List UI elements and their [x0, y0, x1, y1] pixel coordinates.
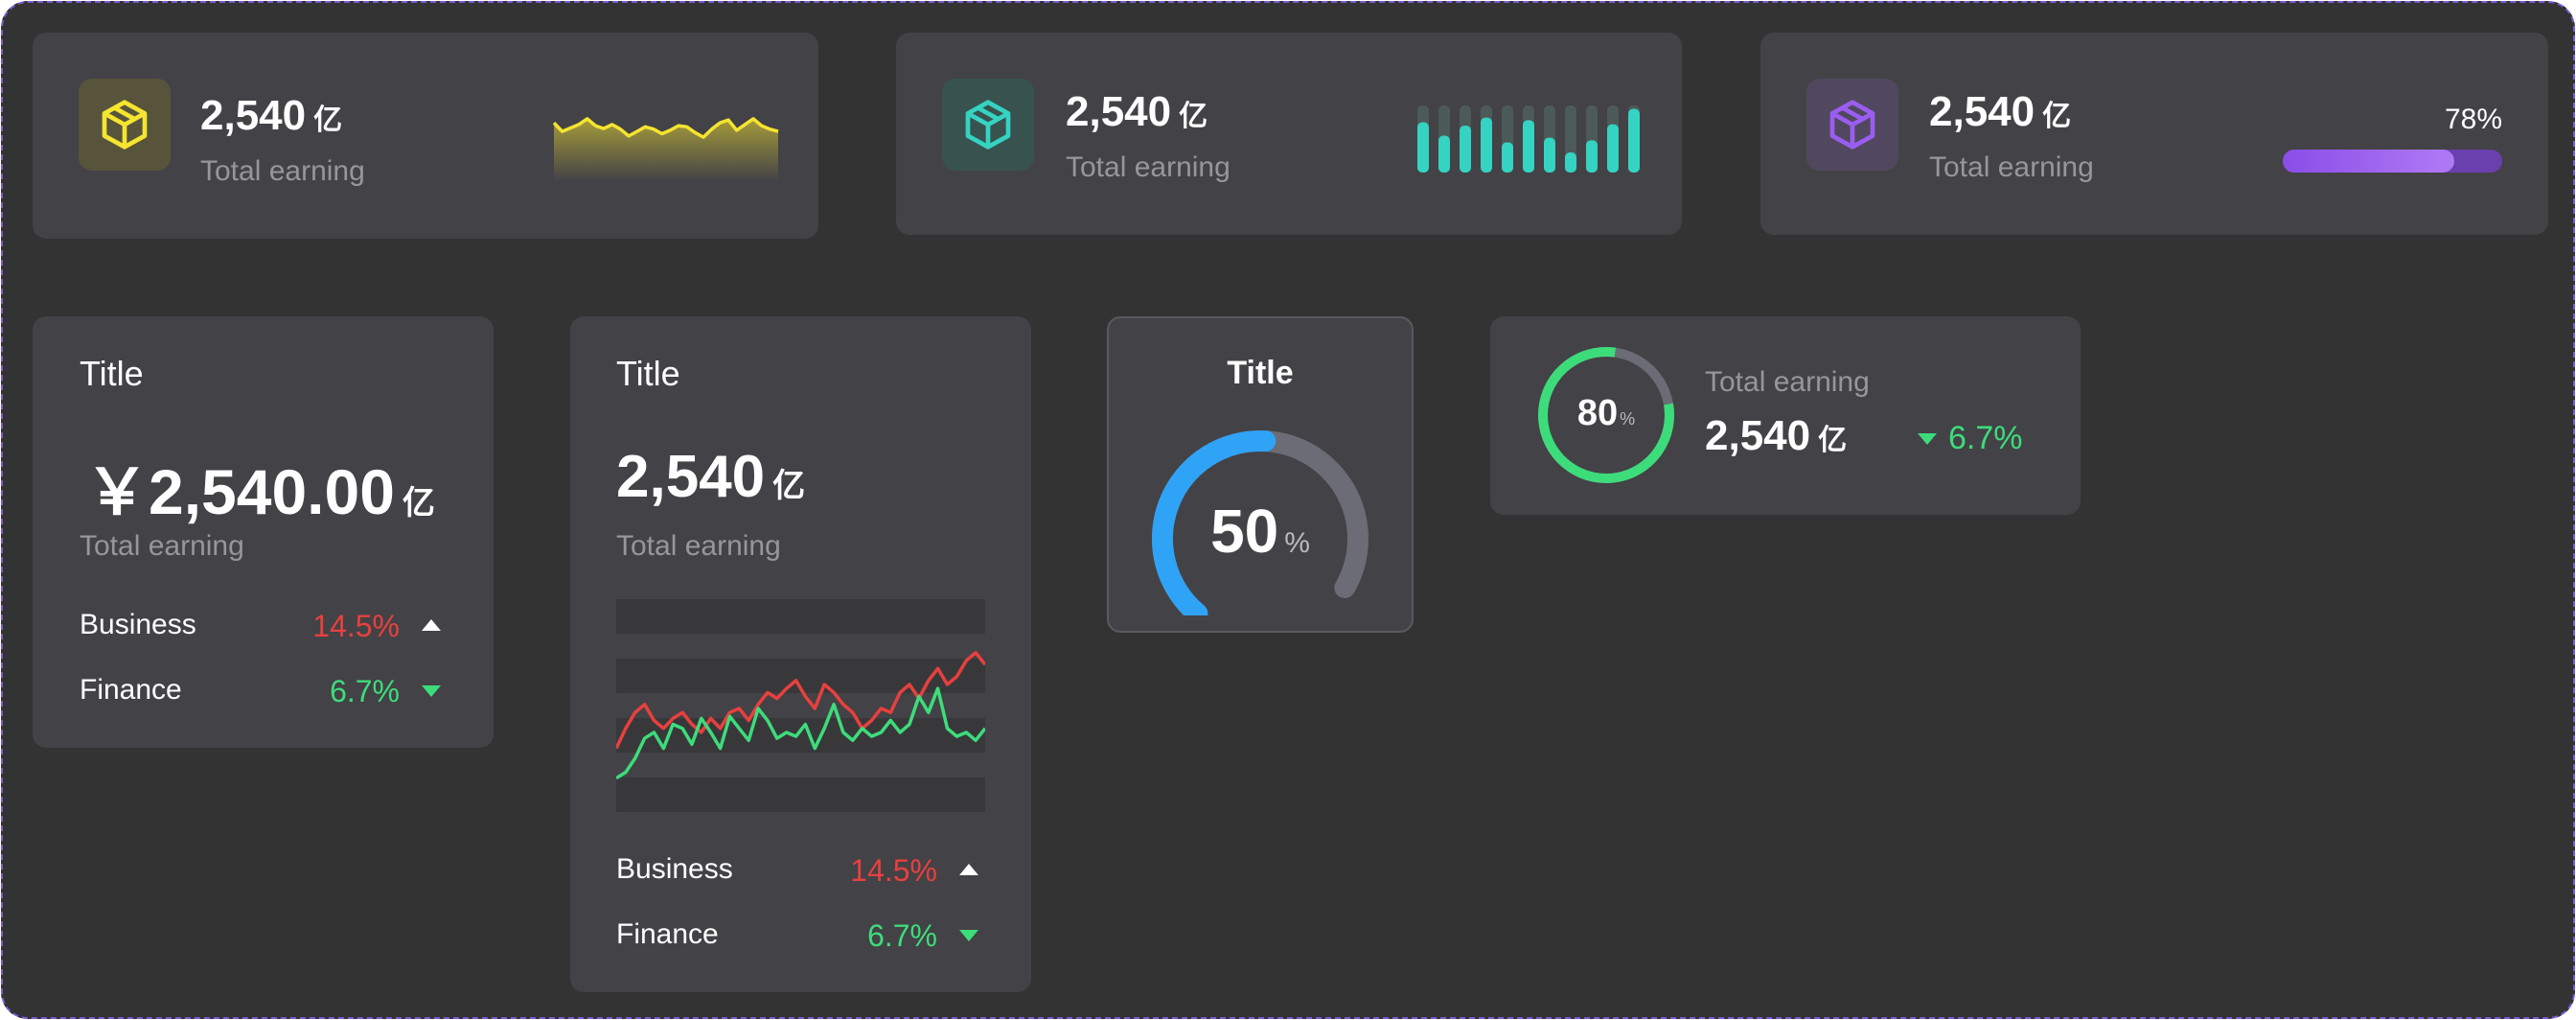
stat-value: 2,540 亿 [1066, 88, 1208, 135]
gauge-value: 50% [1210, 497, 1310, 566]
row-finance-label: Finance [80, 674, 182, 706]
chart-card-value: 2,540 亿 [616, 444, 806, 510]
row-finance-pct: 6.7% [867, 918, 937, 953]
gauge-fill [1151, 430, 1276, 615]
series-line-0 [616, 651, 985, 750]
box-icon-tile [942, 79, 1034, 171]
chart-card-unit: 亿 [772, 468, 806, 504]
sparkline-chart [553, 117, 779, 181]
summary-card[interactable]: Title ￥2,540.00 亿 Total earning Business … [33, 316, 494, 748]
series-line-1 [616, 686, 985, 780]
gauge-unit: % [1284, 527, 1310, 559]
ring-card[interactable]: 80% Total earning 2,540 亿 6.7% [1490, 316, 2081, 515]
progress-fill [2283, 150, 2454, 173]
ring-value: 80% [1576, 393, 1636, 433]
stat-label: Total earning [200, 155, 365, 187]
mini-bar [1628, 108, 1640, 173]
mini-bar [1417, 122, 1429, 173]
stat-unit: 亿 [1179, 101, 1208, 132]
mini-bar [1544, 137, 1555, 173]
ring-chart [1538, 347, 1674, 483]
row-finance-pct: 6.7% [330, 674, 400, 708]
trend-down-icon [422, 685, 441, 697]
stat-card-bars[interactable]: 2,540 亿 Total earning [896, 33, 1682, 235]
stat-value: 2,540 亿 [200, 92, 343, 139]
gauge-card[interactable]: Title 50% [1107, 316, 1414, 633]
card-title: Title [1227, 355, 1294, 391]
ring-unit: % [1620, 409, 1636, 429]
summary-amount: ￥2,540.00 亿 [85, 456, 435, 527]
mini-bar [1460, 126, 1471, 173]
gauge-chart [1151, 430, 1368, 615]
mini-bar [1502, 142, 1513, 173]
summary-unit: 亿 [402, 485, 435, 522]
box-icon [965, 100, 1011, 150]
row-business-pct: 14.5% [312, 609, 400, 643]
ring-amount: 2,540 亿 [1705, 412, 1848, 459]
trend-down-icon [959, 930, 978, 941]
card-title: Title [80, 354, 144, 393]
stat-label: Total earning [1066, 151, 1230, 183]
box-icon-tile [1806, 79, 1898, 171]
grid-band [616, 718, 985, 753]
mini-bar [1565, 152, 1576, 173]
summary-label: Total earning [80, 530, 244, 562]
stat-unit: 亿 [313, 104, 343, 136]
ring-change: 6.7% [1948, 420, 2023, 456]
grid-band [616, 777, 985, 812]
stat-label: Total earning [1929, 151, 2094, 183]
trend-up-icon [422, 619, 441, 631]
trend-up-icon [959, 864, 978, 875]
sparkline-area [554, 118, 778, 181]
row-business-pct: 14.5% [850, 853, 937, 888]
grid-band [616, 599, 985, 634]
row-business-label: Business [616, 853, 733, 885]
trend-down-icon [1918, 433, 1937, 445]
mini-bar [1438, 135, 1450, 173]
box-icon [102, 100, 148, 150]
box-icon [1829, 100, 1875, 150]
progress-label: 78% [2444, 104, 2502, 135]
chart-card-label: Total earning [616, 530, 781, 562]
stat-value: 2,540 亿 [1929, 88, 2072, 135]
stat-card-progress[interactable]: 2,540 亿 Total earning 78% [1760, 33, 2548, 235]
mini-bar [1523, 120, 1534, 173]
mini-bar [1481, 117, 1492, 173]
ring-amount-unit: 亿 [1818, 425, 1848, 456]
chart-card[interactable]: Title 2,540 亿 Total earning Business 14.5… [570, 316, 1031, 992]
ring-label: Total earning [1705, 366, 1870, 398]
box-icon-tile [79, 79, 171, 171]
stat-card-sparkline[interactable]: 2,540 亿 Total earning [33, 33, 818, 239]
row-finance-label: Finance [616, 918, 719, 950]
mini-bar-chart [1417, 105, 1640, 173]
sparkline-line [553, 117, 779, 139]
card-title: Title [616, 354, 680, 393]
mini-bar [1607, 124, 1619, 173]
progress-track [2283, 150, 2502, 173]
mini-bar [1586, 140, 1598, 173]
row-business-label: Business [80, 609, 196, 640]
stat-unit: 亿 [2042, 101, 2072, 132]
line-chart [616, 599, 985, 812]
